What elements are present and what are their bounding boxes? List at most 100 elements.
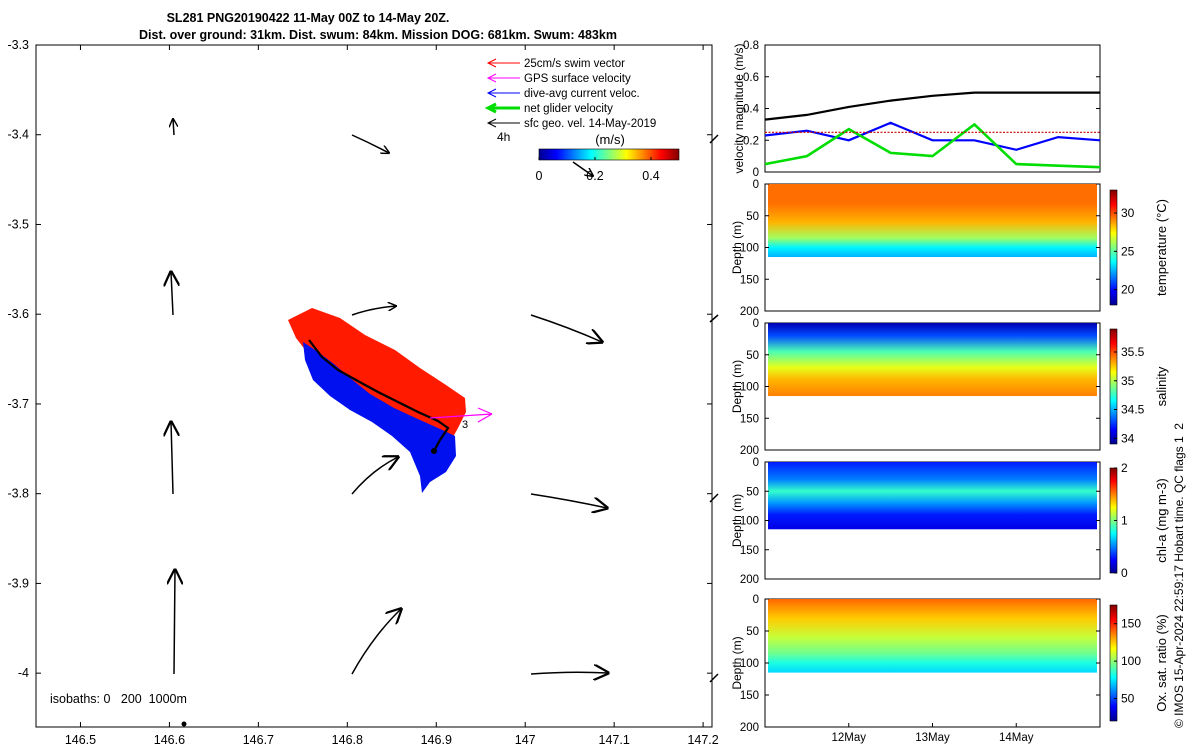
legend-label: GPS surface velocity <box>524 73 631 85</box>
x-tick-label: 146.5 <box>65 733 96 747</box>
map-y-axis: -3.3 -3.4 -3.5 -3.6 -3.7 -3.8 -3.9 -4 <box>7 38 712 680</box>
geo-arrow <box>171 272 173 316</box>
y-tick-label: -3.8 <box>7 487 29 501</box>
geo-arrow <box>351 306 396 316</box>
colorbar-gradient <box>538 148 680 161</box>
figure-title-line2: Dist. over ground: 31km. Dist. swum: 84k… <box>139 28 617 42</box>
velocity-series-line <box>764 122 1101 169</box>
geo-arrow <box>530 493 607 508</box>
velocity-axes-box <box>764 44 1101 173</box>
x-tick-label: 147.1 <box>599 733 630 747</box>
velocity-y-tick-label: 0.6 <box>743 72 759 84</box>
x-tick-label: 146.9 <box>421 733 452 747</box>
glider-track-line <box>308 339 450 452</box>
colorbar-label: chl-a (mg m-3) <box>1154 478 1169 563</box>
depth-tick-label: 100 <box>740 382 759 394</box>
geo-arrow <box>709 134 719 144</box>
speed-colorbar: 4h (m/s) 0 0.2 0.4 <box>497 130 680 183</box>
geo-arrow <box>572 161 593 176</box>
legend-arrowhead <box>486 88 497 98</box>
dive-avg-current-cloud <box>303 342 456 493</box>
date-tick-label: 13May <box>915 732 950 744</box>
legend-entry: net glider velocity <box>484 102 613 115</box>
depth-axis-label: Depth (m) <box>730 494 744 547</box>
velocity-y-tick-label: 0.4 <box>743 104 760 116</box>
colorbar-tick-label: 0.4 <box>642 169 659 183</box>
depth-tick-label: 150 <box>740 274 759 286</box>
depth-axis-label: Depth (m) <box>730 636 744 689</box>
colorbar-unit: (m/s) <box>595 132 625 147</box>
date-tick-label: 12May <box>831 732 866 744</box>
legend-entry: 25cm/s swim vector <box>486 58 625 70</box>
legend-label: sfc geo. vel. 14-May-2019 <box>524 118 656 130</box>
legend-arrowhead <box>486 73 497 83</box>
isobaths-label: isobaths: 0 200 1000m <box>50 692 187 706</box>
velocity-series-line <box>764 121 1101 151</box>
geo-dot <box>181 721 187 727</box>
colorbar-label: salinity <box>1154 366 1169 406</box>
depth-tick-label: 150 <box>740 545 759 557</box>
legend-entry: sfc geo. vel. 14-May-2019 <box>486 118 656 130</box>
profile-panel: 0 50 100 150 200 Depth (m) 20 25 30 temperature (… <box>730 179 1169 318</box>
profile-heatmap <box>768 323 1097 397</box>
velocity-series-line <box>764 91 1100 121</box>
colorbar-tick-label: 35 <box>1121 374 1135 388</box>
map-legend: 25cm/s swim vector GPS surface velocity di… <box>484 58 656 130</box>
map-x-axis: 146.5 146.6 146.7 146.8 146.9 147 147.1 147.2 <box>65 45 719 747</box>
colorbar-tick-label: 34 <box>1121 431 1135 445</box>
colorbar-tick-label: 2 <box>1121 461 1128 475</box>
geo-arrow <box>709 493 719 503</box>
legend-label: 25cm/s swim vector <box>524 58 625 70</box>
velocity-y-tick-label: 0.2 <box>743 135 759 147</box>
geo-arrow <box>174 570 175 675</box>
depth-tick-label: 200 <box>740 722 759 734</box>
colorbar-tick-label: 25 <box>1121 244 1135 258</box>
profile-heatmap <box>768 184 1097 258</box>
date-tick-label: 14May <box>999 732 1034 744</box>
profile-heatmap <box>768 462 1097 530</box>
colorbar-tick-label: 1 <box>1121 514 1128 528</box>
depth-tick-label: 100 <box>740 243 759 255</box>
geostrophic-velocity-arrows <box>171 119 719 683</box>
colorbar-ticks: 0 0.2 0.4 <box>536 157 660 183</box>
depth-tick-label: 50 <box>746 350 759 362</box>
x-tick-label: 146.7 <box>243 733 274 747</box>
colorbar-tick-label: 30 <box>1121 206 1135 220</box>
x-tick-label: 147 <box>515 733 536 747</box>
legend-label: net glider velocity <box>524 103 613 115</box>
y-tick-label: -4 <box>18 666 29 680</box>
depth-tick-label: 100 <box>740 658 759 670</box>
depth-tick-label: 200 <box>740 445 759 457</box>
colorbar-tag: 4h <box>497 130 510 144</box>
swim-vector-cloud <box>288 308 466 446</box>
y-tick-label: -3.5 <box>7 217 29 231</box>
colorbar-tick-label: 35.5 <box>1121 345 1145 359</box>
colorbar-tick-label: 20 <box>1121 283 1135 297</box>
depth-tick-label: 200 <box>740 306 759 318</box>
colorbar-tick-label: 0 <box>1121 566 1128 580</box>
depth-axis-label: Depth (m) <box>730 221 744 274</box>
profile-panel: 0 50 100 150 200 Depth (m) 34 34.5 35 35.5 salinit… <box>730 318 1169 457</box>
figure-title-line1: SL281 PNG20190422 11-May 00Z to 14-May 2… <box>167 11 450 25</box>
footer-side-note: © IMOS 15-Apr-2024 22:59:17 Hobart time.… <box>1172 423 1186 728</box>
colorbar-label: temperature (°C) <box>1154 199 1169 296</box>
x-tick-label: 146.6 <box>154 733 185 747</box>
profile-panel: 0 50 100 150 200 Depth (m) 0 1 2 chl-a (mg m-3) <box>730 457 1169 586</box>
geo-arrow <box>709 673 719 683</box>
legend-arrowhead <box>486 58 497 68</box>
depth-tick-label: 50 <box>746 211 759 223</box>
glider-track: 3 <box>288 308 493 493</box>
y-tick-label: -3.7 <box>7 397 29 411</box>
profile-colorbar <box>1109 189 1118 306</box>
depth-tick-label: 50 <box>746 486 759 498</box>
x-tick-label: 146.8 <box>332 733 363 747</box>
legend-entry: dive-avg current veloc. <box>486 88 640 100</box>
geo-arrow <box>351 609 401 675</box>
colorbar-tick-label: 0 <box>536 169 543 183</box>
depth-tick-label: 0 <box>753 318 759 330</box>
glider-position <box>431 448 437 454</box>
legend-arrowhead <box>486 118 497 128</box>
